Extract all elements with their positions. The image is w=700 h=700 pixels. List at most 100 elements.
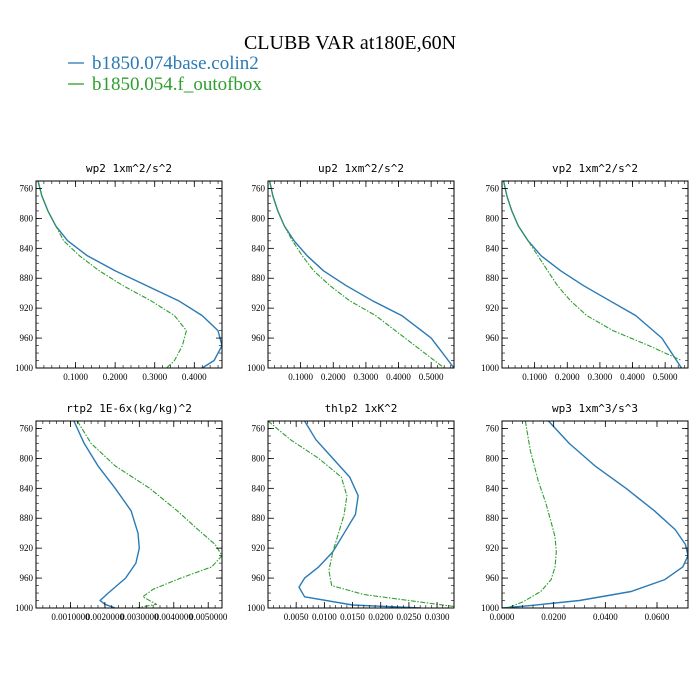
panel-2: vp2 1xm^2/s^2 760 800 840 880 920 960 1000 0.100…: [481, 162, 689, 382]
y-tick-label: 960: [252, 573, 266, 583]
plot-frame: [35, 420, 223, 609]
x-tick-label: 0.4000: [386, 372, 411, 382]
panel-title-1: up2 1xm^2/s^2: [318, 162, 404, 175]
x-tick-label: 0.1000: [522, 372, 547, 382]
y-tick-label: 840: [252, 243, 266, 253]
y-tick-label: 880: [486, 273, 500, 283]
x-tick-label: 0.0600: [645, 612, 670, 622]
y-tick-label: 1000: [15, 603, 34, 613]
y-tick-label: 960: [20, 333, 34, 343]
y-tick-label: 800: [20, 453, 34, 463]
x-tick-label: 0.0040000: [155, 612, 194, 622]
y-tick-label: 880: [20, 273, 34, 283]
x-tick-label: 0.0010000: [51, 612, 90, 622]
y-tick-label: 880: [486, 513, 500, 523]
panel-title-0: wp2 1xm^2/s^2: [86, 162, 172, 175]
y-tick-label: 840: [486, 243, 500, 253]
x-tick-label: 0.0150: [340, 612, 365, 622]
y-tick-label: 920: [252, 543, 266, 553]
x-tick-label: 0.3000: [588, 372, 613, 382]
y-tick-label: 800: [486, 213, 500, 223]
series-line-1: [268, 421, 454, 608]
x-tick-label: 0.4000: [182, 372, 207, 382]
legend-label-0: b1850.074base.colin2: [92, 53, 259, 74]
series-line-1: [269, 181, 445, 368]
x-tick-label: 0.0050000: [189, 612, 228, 622]
series-line-1: [76, 421, 222, 608]
series-line-0: [268, 181, 454, 368]
x-tick-label: 0.4000: [620, 372, 645, 382]
x-tick-label: 0.0200: [541, 612, 566, 622]
x-tick-label: 0.0000: [490, 612, 515, 622]
y-tick-label: 920: [252, 303, 266, 313]
plot-frame: [267, 420, 455, 609]
y-tick-label: 960: [252, 333, 266, 343]
x-tick-label: 0.0100: [312, 612, 337, 622]
x-tick-label: 0.1000: [63, 372, 88, 382]
panel-title-4: thlp2 1xK^2: [325, 402, 398, 415]
x-tick-label: 0.0030000: [120, 612, 159, 622]
x-tick-label: 0.3000: [354, 372, 379, 382]
panels: wp2 1xm^2/s^2 760 800 840 880 920 960 1000 0.100…: [15, 162, 689, 622]
x-tick-label: 0.5000: [419, 372, 444, 382]
y-tick-label: 840: [20, 483, 34, 493]
x-tick-label: 0.5000: [653, 372, 678, 382]
y-tick-label: 760: [486, 183, 500, 193]
x-tick-label: 0.0200: [368, 612, 393, 622]
y-tick-label: 760: [252, 183, 266, 193]
y-tick-label: 880: [20, 513, 34, 523]
y-tick-label: 760: [252, 423, 266, 433]
x-tick-label: 0.1000: [288, 372, 313, 382]
y-tick-label: 880: [252, 273, 266, 283]
panel-title-5: wp3 1xm^3/s^3: [552, 402, 638, 415]
y-tick-label: 1000: [247, 363, 266, 373]
y-tick-label: 960: [486, 333, 500, 343]
y-tick-label: 1000: [481, 363, 500, 373]
y-tick-label: 1000: [15, 363, 34, 373]
plot-frame: [267, 180, 455, 369]
y-tick-label: 920: [486, 303, 500, 313]
x-tick-label: 0.0400: [593, 612, 618, 622]
series-line-1: [507, 421, 557, 608]
y-tick-label: 760: [486, 423, 500, 433]
y-tick-label: 920: [20, 543, 34, 553]
x-tick-label: 0.0020000: [86, 612, 125, 622]
x-tick-label: 0.2000: [321, 372, 346, 382]
plot-frame: [501, 180, 689, 369]
y-tick-label: 840: [486, 483, 500, 493]
y-tick-label: 1000: [247, 603, 266, 613]
series-line-1: [37, 181, 187, 368]
y-tick-label: 840: [20, 243, 34, 253]
figure-title: CLUBB VAR at180E,60N: [244, 32, 456, 54]
y-tick-label: 760: [20, 183, 34, 193]
y-tick-label: 960: [486, 573, 500, 583]
series-line-0: [298, 421, 421, 608]
x-tick-label: 0.0050: [284, 612, 309, 622]
y-tick-label: 800: [20, 213, 34, 223]
series-line-0: [73, 421, 141, 608]
x-tick-label: 0.0300: [425, 612, 450, 622]
panel-5: wp3 1xm^3/s^3 760 800 840 880 920 960 10000.000…: [481, 402, 689, 622]
panel-1: up2 1xm^2/s^2 760 800 840 880 920 960 1000 0.100…: [247, 162, 455, 382]
panel-title-3: rtp2 1E-6x(kg/kg)^2: [66, 402, 192, 415]
y-tick-label: 920: [486, 543, 500, 553]
y-tick-label: 800: [486, 453, 500, 463]
y-tick-label: 840: [252, 483, 266, 493]
x-tick-label: 0.2000: [555, 372, 580, 382]
y-tick-label: 880: [252, 513, 266, 523]
panel-3: rtp2 1E-6x(kg/kg)^2 760 800 840 880 920 960 100…: [15, 402, 228, 622]
legend-label-1: b1850.054.f_outofbox: [92, 74, 262, 95]
y-tick-label: 1000: [481, 603, 500, 613]
series-line-0: [502, 421, 688, 608]
series-line-0: [502, 181, 683, 368]
series-line-0: [37, 181, 222, 368]
legend: b1850.074base.colin2 b1850.054.f_outofbo…: [68, 53, 262, 95]
x-tick-label: 0.2000: [103, 372, 128, 382]
x-tick-label: 0.3000: [142, 372, 167, 382]
y-tick-label: 760: [20, 423, 34, 433]
plot-frame: [35, 180, 223, 369]
y-tick-label: 920: [20, 303, 34, 313]
y-tick-label: 960: [20, 573, 34, 583]
